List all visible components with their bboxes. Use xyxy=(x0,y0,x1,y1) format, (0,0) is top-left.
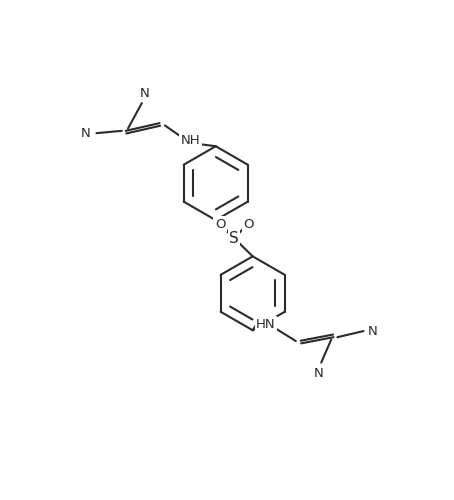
Text: O: O xyxy=(215,218,225,230)
Text: O: O xyxy=(243,218,254,230)
Text: S: S xyxy=(229,231,239,246)
Text: HN: HN xyxy=(256,318,276,330)
Text: N: N xyxy=(313,367,323,380)
Text: N: N xyxy=(81,126,90,140)
Text: NH: NH xyxy=(181,134,200,147)
Text: N: N xyxy=(368,324,378,338)
Text: N: N xyxy=(140,86,150,100)
